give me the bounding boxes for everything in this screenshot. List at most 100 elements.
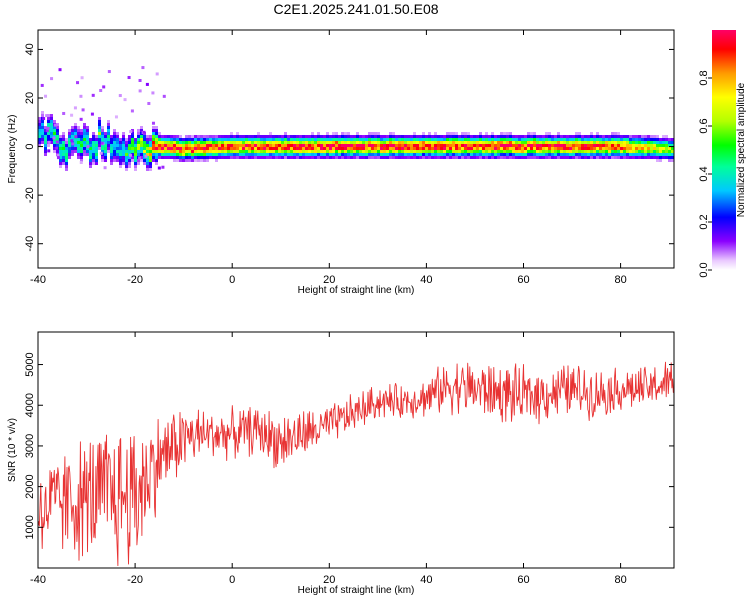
heatmap-cell [311,138,314,141]
heatmap-cell [290,156,293,159]
heatmap-cell [575,153,578,156]
heatmap-cell [197,153,200,156]
heatmap-cell [245,153,248,156]
heatmap-cell [665,144,668,147]
heatmap-cell [437,138,440,141]
heatmap-cell [368,150,371,153]
heatmap-cell [470,144,473,147]
heatmap-cell [119,165,122,168]
heatmap-cell [203,150,206,153]
heatmap-cell [45,129,49,133]
heatmap-cell [578,147,581,150]
heatmap-cell [290,147,293,150]
heatmap-cell [578,132,581,135]
heatmap-cell [209,147,212,150]
heatmap-cell [138,89,142,93]
heatmap-cell [452,144,455,147]
heatmap-cell [68,132,71,135]
heatmap-cell [596,153,599,156]
heatmap-cell [104,147,107,150]
heatmap-cell [158,132,161,135]
heatmap-cell [215,150,218,153]
heatmap-cell [410,138,413,141]
heatmap-cell [290,144,293,147]
heatmap-cell [185,135,188,138]
heatmap-cell [185,159,188,162]
y-tick-label: 1000 [24,515,36,539]
heatmap-cell [128,159,131,162]
heatmap-cell [287,147,290,150]
heatmap-cell [338,147,341,150]
heatmap-cell [347,135,350,138]
heatmap-cell [359,135,362,138]
heatmap-cell [149,162,152,165]
heatmap-cell [83,126,86,129]
heatmap-cell [539,138,542,141]
heatmap-cell [461,135,464,138]
heatmap-cell [485,132,488,135]
heatmap-cell [569,153,572,156]
heatmap-cell [653,147,656,150]
heatmap-cell [524,147,527,150]
heatmap-cell [605,153,608,156]
heatmap-cell [599,135,602,138]
heatmap-cell [563,156,566,159]
heatmap-cell [572,135,575,138]
heatmap-cell [569,135,572,138]
heatmap-cell [122,141,125,144]
heatmap-cell [614,132,617,135]
heatmap-cell [632,156,635,159]
heatmap-cell [70,113,74,117]
heatmap-cell [62,150,65,153]
heatmap-cell [83,135,86,138]
heatmap-cell [101,135,104,138]
heatmap-cell [188,150,191,153]
heatmap-cell [419,141,422,144]
heatmap-cell [464,156,467,159]
heatmap-cell [608,150,611,153]
heatmap-cell [155,159,158,162]
heatmap-cell [152,159,155,162]
heatmap-cell [419,150,422,153]
heatmap-cell [527,153,530,156]
heatmap-cell [374,135,377,138]
heatmap-cell [446,150,449,153]
heatmap-cell [341,132,344,135]
heatmap-cell [629,150,632,153]
heatmap-cell [266,156,269,159]
heatmap-cell [500,141,503,144]
heatmap-cell [662,153,665,156]
heatmap-cell [593,141,596,144]
heatmap-cell [512,153,515,156]
heatmap-cell [116,141,119,144]
heatmap-cell [512,144,515,147]
heatmap-cell [506,135,509,138]
heatmap-cell [161,147,164,150]
heatmap-cell [224,156,227,159]
heatmap-cell [230,150,233,153]
heatmap-cell [263,144,266,147]
heatmap-cell [602,156,605,159]
heatmap-cell [302,153,305,156]
heatmap-cell [392,153,395,156]
heatmap-cell [155,138,158,141]
heatmap-cell [608,138,611,141]
heatmap-cell [542,147,545,150]
heatmap-cell [530,132,533,135]
heatmap-cell [428,147,431,150]
heatmap-cell [209,141,212,144]
heatmap-cell [485,138,488,141]
heatmap-cell [77,156,80,159]
heatmap-cell [374,150,377,153]
heatmap-cell [107,141,110,144]
heatmap-cell [401,150,404,153]
heatmap-cell [92,153,95,156]
heatmap-cell [224,144,227,147]
heatmap-cell [161,135,164,138]
heatmap-cell [272,150,275,153]
heatmap-cell [518,144,521,147]
heatmap-cell [665,153,668,156]
heatmap-cell [476,153,479,156]
heatmap-cell [365,147,368,150]
heatmap-cell [551,135,554,138]
